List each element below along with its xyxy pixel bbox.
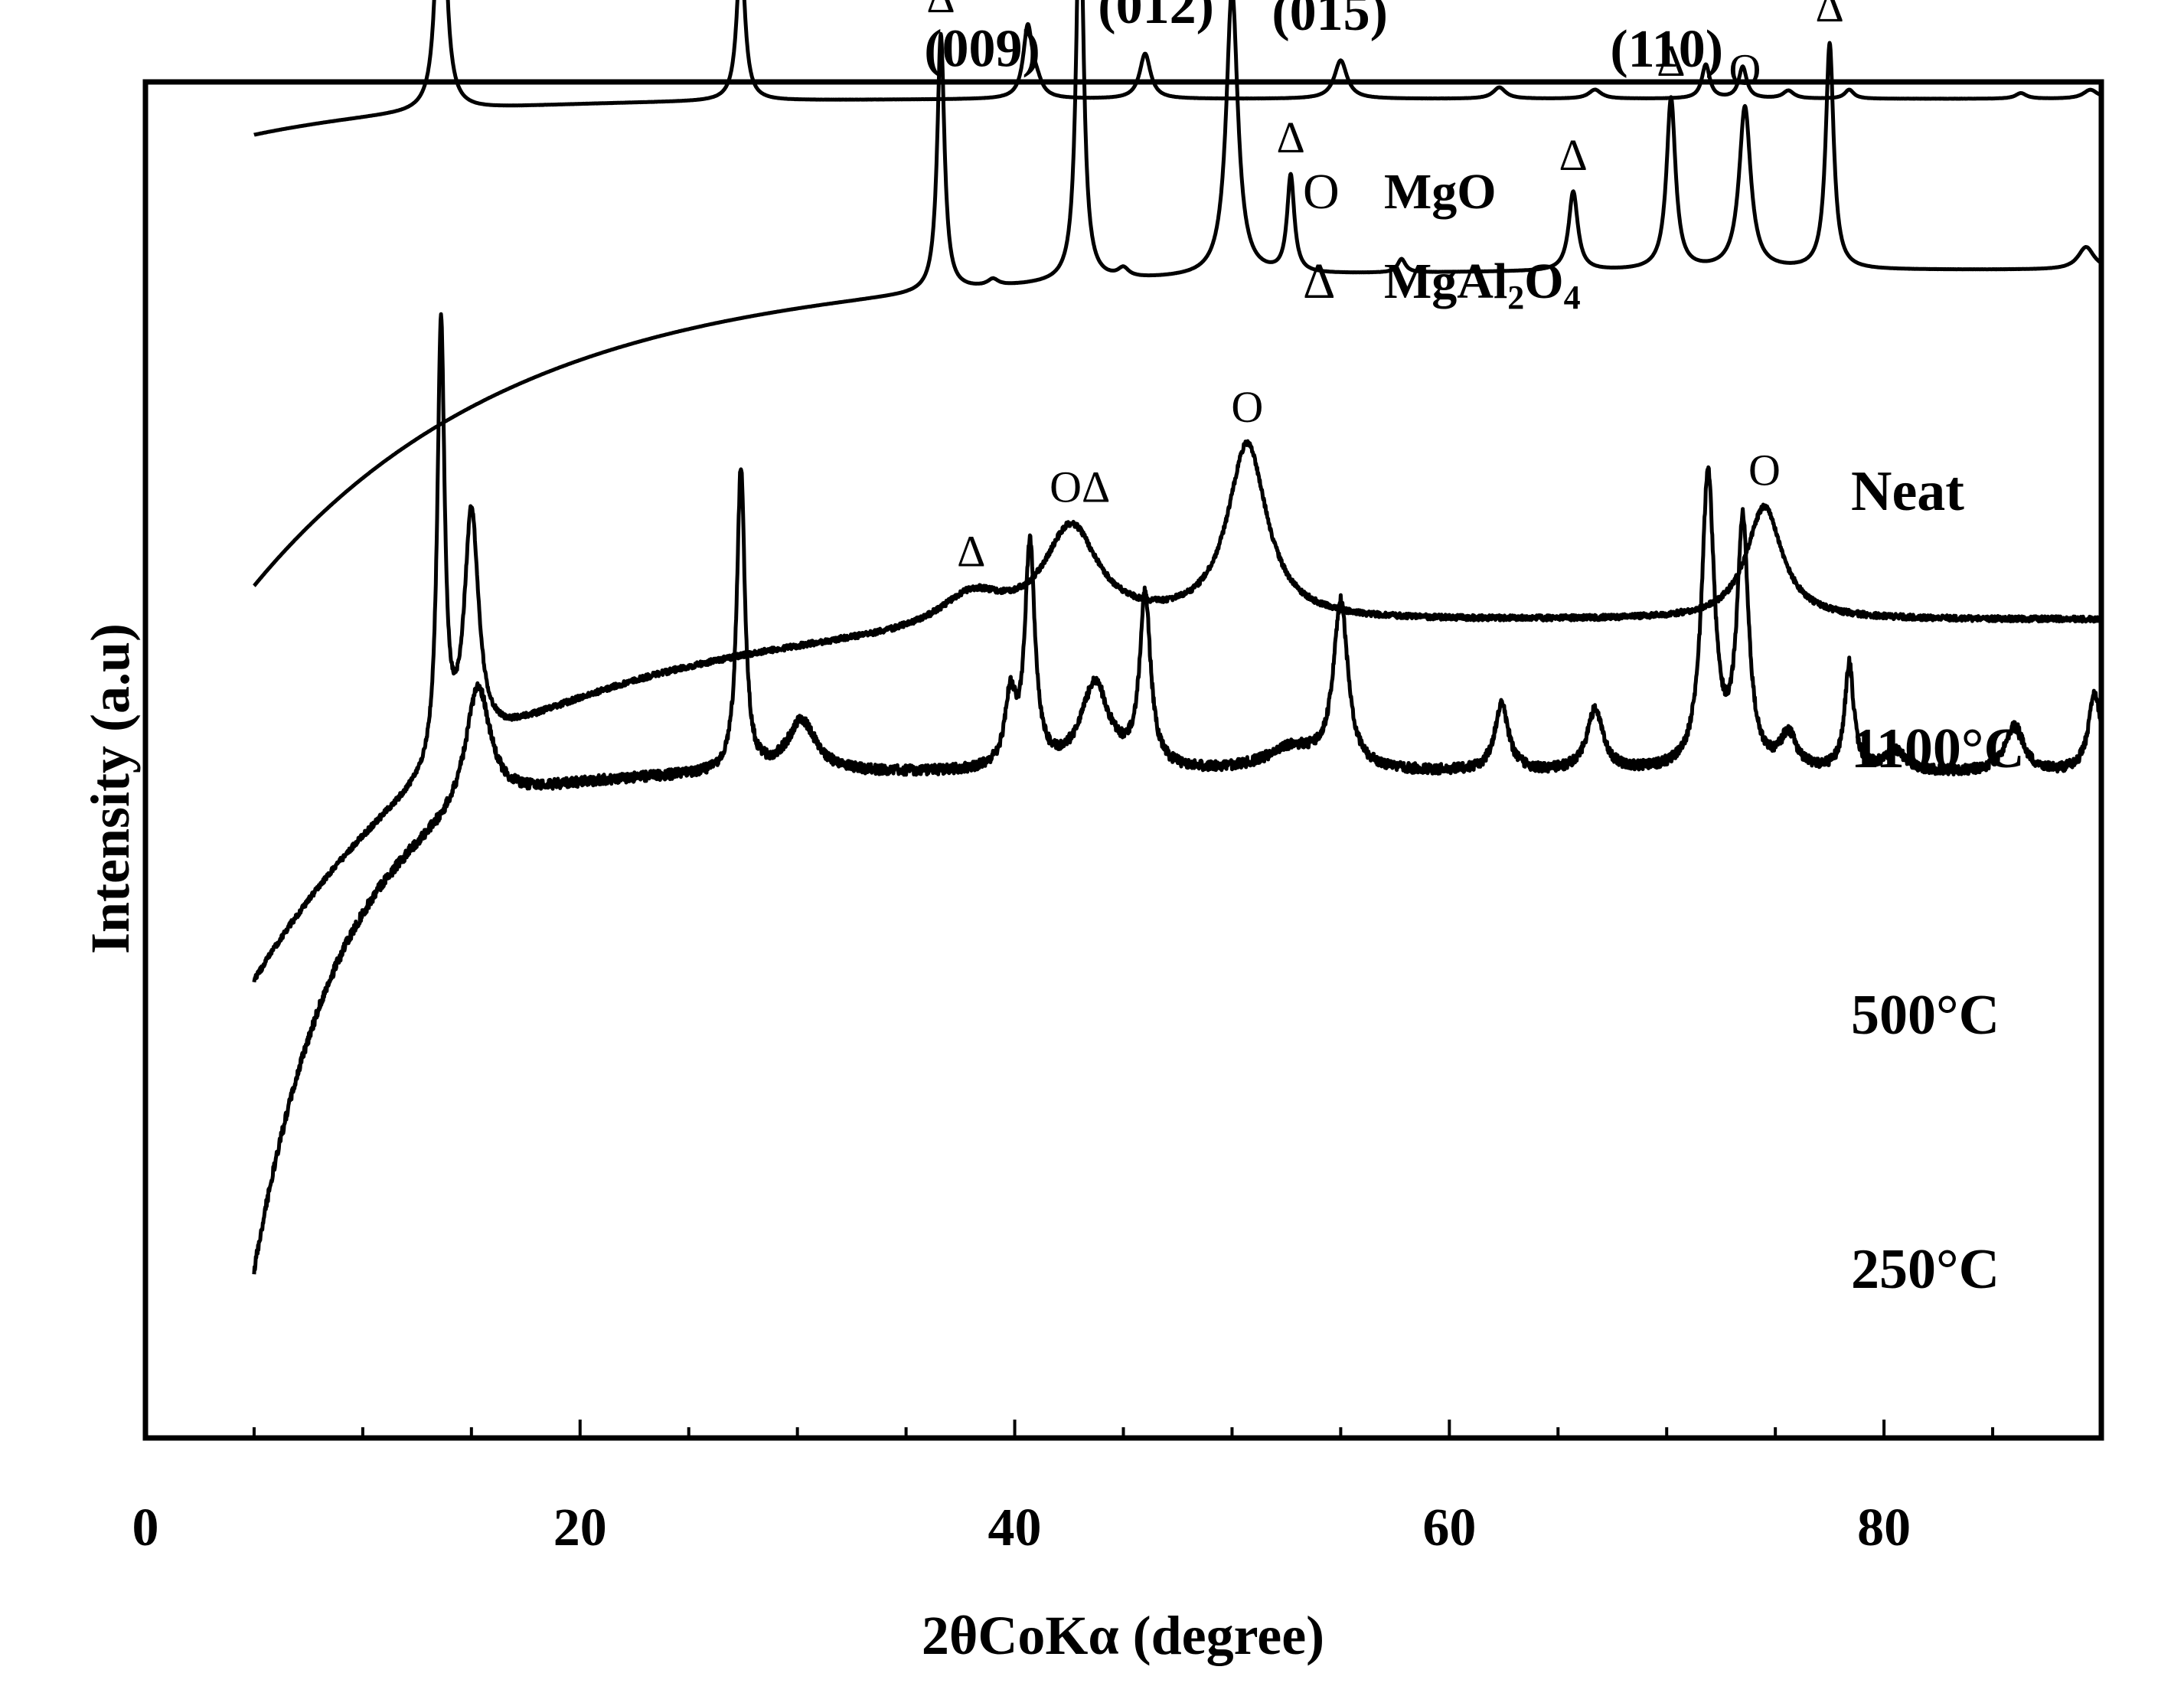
x-tick-label: 80 [1857, 1498, 1911, 1557]
peak-annotation: O [1748, 446, 1781, 495]
peak-annotation: OΔ [1050, 462, 1110, 511]
legend-symbol-mgal2o4: Δ [1303, 253, 1335, 309]
legend-label-mgal2o4: MgAl2O4 [1384, 253, 1581, 316]
y-axis-title: Intensity (a.u) [80, 623, 141, 954]
x-axis-title: 2θCoKα (degree) [922, 1605, 1324, 1666]
peak-annotation: (015) [1272, 0, 1388, 42]
x-axis-ticks: 0 20 40 60 80 [132, 1420, 2103, 1557]
series-line-1100c [253, 0, 2103, 587]
peak-annotation: O [1729, 44, 1761, 94]
series-label-neat: Neat [1851, 460, 1964, 523]
peak-annotation: Δ [1815, 0, 1843, 31]
peak-annotation: (110) [1610, 20, 1723, 79]
series-line-500c [252, 312, 2103, 983]
series-label-250c: 250°C [1851, 1238, 2000, 1301]
peak-annotation: O [1231, 382, 1263, 432]
peak-annotation: (012) [1098, 0, 1214, 35]
peak-annotation: Δ [1657, 36, 1685, 86]
x-tick-label: 40 [988, 1498, 1042, 1557]
series-line-neat [253, 0, 2103, 137]
series-line-250c [252, 465, 2104, 1275]
peak-annotation: Δ [1559, 130, 1587, 180]
series-label-500c: 500°C [1851, 984, 2000, 1047]
legend-label-mgo: MgO [1384, 164, 1497, 220]
peak-annotation: Δ [957, 527, 985, 577]
annotation-layer: (003)(006)(009)(012)(015)(110)ΔΔOΔΔΔOΔΔO… [924, 0, 1844, 577]
peak-annotation: Δ [1276, 113, 1304, 162]
x-tick-label: 20 [553, 1498, 607, 1557]
peak-annotation: Δ [926, 0, 955, 22]
x-tick-label: 60 [1422, 1498, 1476, 1557]
legend-symbol-mgo: O [1303, 164, 1340, 220]
peak-annotation: (009) [924, 20, 1040, 79]
x-tick-label: 0 [132, 1498, 159, 1557]
legend: O MgO Δ MgAl2O4 [1303, 164, 1581, 316]
